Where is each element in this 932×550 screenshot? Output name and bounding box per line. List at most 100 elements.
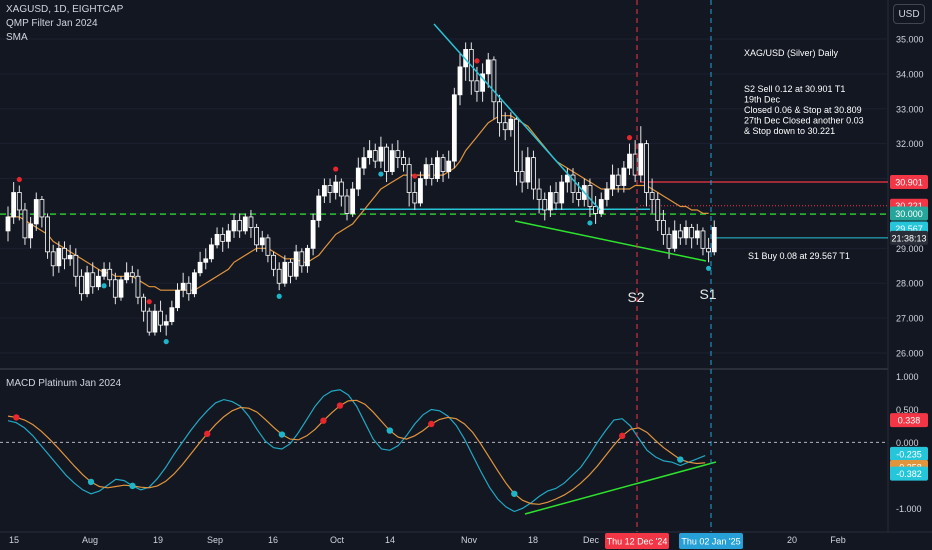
- sell-signal-dot[interactable]: [412, 173, 418, 179]
- support-trendline[interactable]: [514, 220, 707, 262]
- candle-body[interactable]: [186, 282, 192, 295]
- candle-body[interactable]: [474, 80, 480, 92]
- candle-body[interactable]: [310, 220, 316, 249]
- candle-body[interactable]: [22, 209, 28, 239]
- candle-body[interactable]: [480, 73, 486, 92]
- candle-body[interactable]: [28, 223, 34, 239]
- candle-body[interactable]: [672, 230, 678, 249]
- macd-line[interactable]: [7, 389, 706, 513]
- candle-body[interactable]: [107, 268, 113, 281]
- macd-sell-dot[interactable]: [619, 432, 626, 440]
- candle-body[interactable]: [615, 174, 621, 186]
- candle-body[interactable]: [666, 233, 672, 249]
- indicator-sma[interactable]: SMA: [6, 32, 28, 43]
- macd-sell-dot[interactable]: [204, 430, 211, 438]
- candle-body[interactable]: [700, 230, 706, 249]
- candle-body[interactable]: [621, 167, 627, 186]
- candle-body[interactable]: [372, 150, 378, 162]
- buy-signal-dot[interactable]: [706, 265, 712, 271]
- macd-buy-dot[interactable]: [511, 490, 518, 497]
- candle-body[interactable]: [225, 230, 231, 242]
- candle-body[interactable]: [497, 101, 502, 124]
- candle-body[interactable]: [508, 118, 514, 131]
- candle-body[interactable]: [39, 199, 45, 218]
- candle-body[interactable]: [694, 230, 700, 239]
- candle-body[interactable]: [141, 296, 147, 312]
- candle-body[interactable]: [203, 258, 209, 263]
- candle-body[interactable]: [649, 192, 655, 200]
- candle-body[interactable]: [237, 220, 243, 232]
- macd-buy-dot[interactable]: [386, 427, 393, 434]
- macd-sell-dot[interactable]: [13, 414, 20, 421]
- candle-body[interactable]: [11, 192, 17, 218]
- candle-body[interactable]: [548, 192, 553, 211]
- candle-body[interactable]: [587, 185, 593, 207]
- candle-body[interactable]: [248, 216, 254, 228]
- candle-body[interactable]: [288, 261, 293, 277]
- sell-signal-dot[interactable]: [333, 166, 339, 172]
- candle-body[interactable]: [214, 233, 220, 246]
- candle-body[interactable]: [254, 227, 260, 246]
- candle-body[interactable]: [451, 94, 457, 162]
- candle-body[interactable]: [350, 188, 356, 214]
- candle-body[interactable]: [457, 66, 463, 96]
- candle-body[interactable]: [406, 164, 412, 193]
- sell-signal-dot[interactable]: [474, 58, 480, 64]
- macd-sell-dot[interactable]: [428, 420, 435, 428]
- candle-body[interactable]: [56, 247, 62, 267]
- candle-body[interactable]: [355, 167, 361, 190]
- candle-body[interactable]: [327, 185, 333, 193]
- candle-body[interactable]: [434, 157, 440, 179]
- buy-signal-dot[interactable]: [163, 338, 169, 345]
- candle-body[interactable]: [33, 199, 39, 225]
- candle-body[interactable]: [158, 310, 163, 326]
- candle-body[interactable]: [627, 153, 632, 169]
- candle-body[interactable]: [367, 150, 373, 159]
- candle-body[interactable]: [502, 122, 508, 131]
- candle-body[interactable]: [344, 195, 350, 214]
- currency-button[interactable]: USD: [893, 4, 925, 24]
- candle-body[interactable]: [321, 185, 327, 197]
- candle-body[interactable]: [180, 282, 186, 291]
- candle-body[interactable]: [265, 237, 271, 256]
- candle-body[interactable]: [79, 275, 84, 295]
- indicator-macd[interactable]: MACD Platinum Jan 2024: [6, 378, 122, 389]
- candle-body[interactable]: [570, 174, 576, 193]
- sell-signal-dot[interactable]: [146, 299, 152, 305]
- candle-body[interactable]: [604, 188, 610, 200]
- candle-body[interactable]: [491, 59, 497, 103]
- candle-body[interactable]: [338, 181, 344, 197]
- candle-body[interactable]: [276, 268, 282, 284]
- macd-sell-dot[interactable]: [336, 402, 344, 409]
- sell-signal-dot[interactable]: [626, 135, 633, 141]
- candle-body[interactable]: [90, 272, 96, 288]
- candle-body[interactable]: [531, 157, 536, 190]
- candle-body[interactable]: [519, 171, 525, 183]
- candle-body[interactable]: [559, 181, 565, 204]
- buy-signal-dot[interactable]: [101, 283, 107, 289]
- candle-body[interactable]: [598, 199, 604, 214]
- candle-body[interactable]: [677, 230, 683, 239]
- macd-pane[interactable]: [7, 389, 717, 515]
- candle-body[interactable]: [401, 157, 406, 165]
- candle-body[interactable]: [661, 220, 666, 235]
- signal-line[interactable]: [7, 399, 706, 505]
- candle-body[interactable]: [293, 251, 299, 277]
- candle-body[interactable]: [305, 247, 310, 267]
- candle-body[interactable]: [644, 143, 649, 193]
- candle-body[interactable]: [112, 279, 118, 298]
- candle-body[interactable]: [655, 199, 661, 221]
- candle-body[interactable]: [73, 254, 79, 277]
- candle-body[interactable]: [135, 275, 141, 298]
- candle-body[interactable]: [129, 272, 135, 277]
- candle-body[interactable]: [514, 118, 519, 172]
- candle-body[interactable]: [231, 220, 237, 232]
- candle-body[interactable]: [333, 181, 339, 193]
- candle-body[interactable]: [101, 268, 107, 277]
- candle-body[interactable]: [395, 150, 401, 159]
- candle-body[interactable]: [67, 254, 73, 260]
- candle-body[interactable]: [711, 227, 717, 253]
- candle-body[interactable]: [361, 157, 367, 169]
- candle-body[interactable]: [316, 195, 322, 221]
- candle-body[interactable]: [271, 254, 276, 270]
